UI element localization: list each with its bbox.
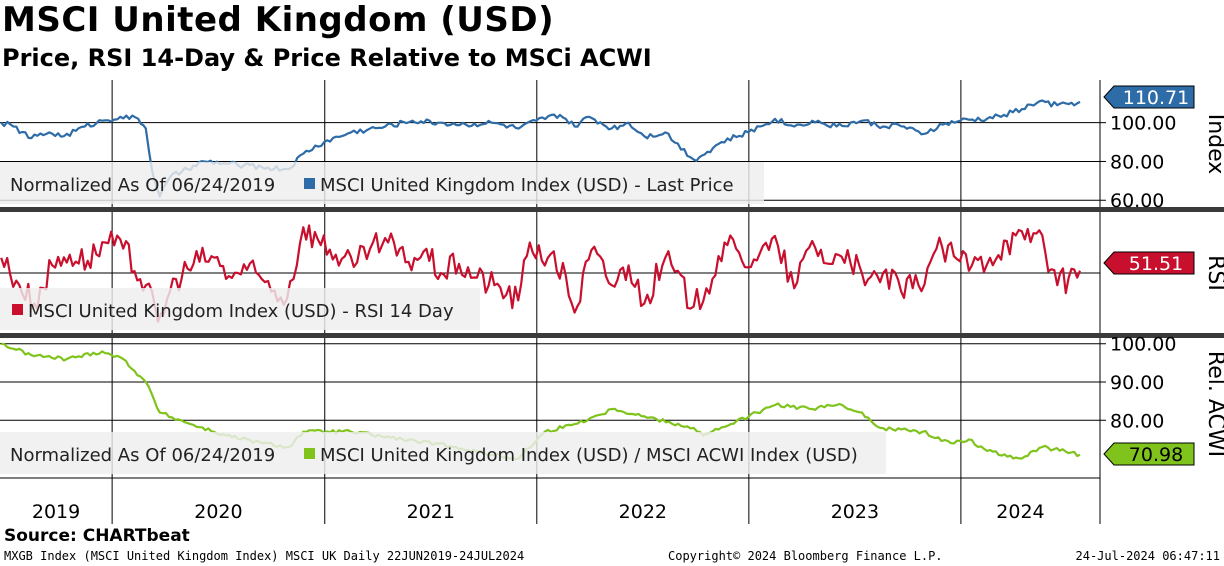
- rsi-panel: MSCI United Kingdom Index (USD) - RSI 14…: [0, 224, 1224, 330]
- legend-swatch: [304, 448, 315, 459]
- legend-normalized-note: Normalized As Of 06/24/2019: [10, 175, 275, 196]
- legend-box: [0, 432, 886, 474]
- source-note: Source: CHARTbeat: [4, 526, 190, 546]
- last-value-label: 70.98: [1129, 444, 1183, 466]
- last-value-label: 110.71: [1123, 87, 1189, 109]
- y-tick-label: 80.00: [1110, 151, 1164, 173]
- price-panel: 60.00 80.00 100.00 Normalized As Of 06/24/2…: [0, 85, 1224, 212]
- legend-series-label: MSCI United Kingdom Index (USD) / MSCI A…: [320, 445, 858, 466]
- y-tick-label: 90.00: [1110, 372, 1164, 394]
- x-tick-label-2024: 2024: [996, 501, 1044, 523]
- price-axis-label: Index: [1203, 114, 1224, 175]
- last-value-tag: [1103, 251, 1195, 275]
- legend-swatch: [304, 178, 315, 189]
- x-tick-label-2021: 2021: [407, 501, 455, 523]
- x-tick-label-2023: 2023: [831, 501, 879, 523]
- footer-timestamp: 24-Jul-2024 06:47:11: [1075, 549, 1221, 563]
- chart-subtitle: Price, RSI 14-Day & Price Relative to MS…: [2, 44, 652, 72]
- relative-axis-label: Rel. ACWI: [1203, 351, 1224, 457]
- panel-separator: [0, 207, 1224, 212]
- y-tick-label: 80.00: [1110, 410, 1164, 432]
- footer-copyright: Copyright© 2024 Bloomberg Finance L.P.: [668, 549, 943, 563]
- legend-series-label: MSCI United Kingdom Index (USD) - RSI 14…: [28, 301, 454, 322]
- legend-swatch: [12, 304, 23, 315]
- y-tick-label: 60.00: [1110, 190, 1164, 212]
- last-value-label: 51.51: [1129, 253, 1183, 275]
- relative-panel: 80.00 90.00 100.00 Normalized As Of 06/24/2…: [0, 334, 1224, 474]
- panel-separator: [0, 333, 1224, 338]
- legend-series-label: MSCI United Kingdom Index (USD) - Last P…: [320, 175, 734, 196]
- x-tick-label-2022: 2022: [619, 501, 667, 523]
- legend-normalized-note: Normalized As Of 06/24/2019: [10, 445, 275, 466]
- x-tick-label-2020: 2020: [194, 501, 242, 523]
- x-tick-label-2019: 2019: [32, 501, 80, 523]
- footer-ticker-info: MXGB Index (MSCI United Kingdom Index) M…: [4, 549, 525, 563]
- rsi-axis-label: RSI: [1203, 255, 1224, 291]
- last-value-tag: [1103, 442, 1195, 466]
- last-value-tag: [1103, 85, 1195, 109]
- rsi-series-line: [0, 224, 1082, 323]
- y-tick-label: 100.00: [1110, 334, 1176, 356]
- legend-box: [0, 162, 764, 204]
- y-tick-label: 100.00: [1110, 113, 1176, 135]
- chart-title: MSCI United Kingdom (USD): [2, 0, 555, 40]
- legend-box: [0, 288, 480, 330]
